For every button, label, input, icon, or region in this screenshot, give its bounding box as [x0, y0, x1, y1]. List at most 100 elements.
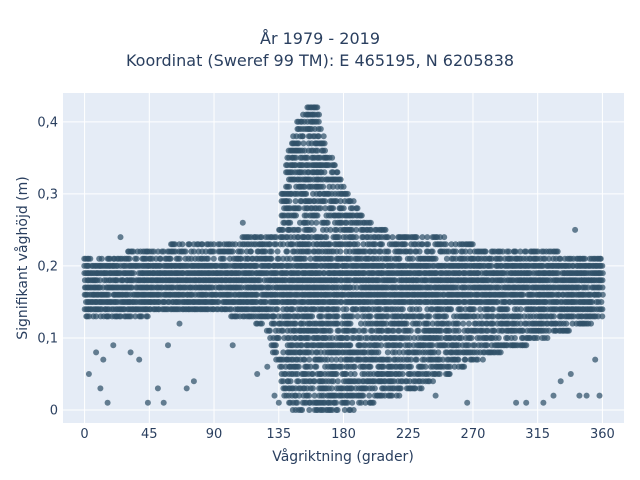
- data-point: [165, 342, 171, 349]
- data-point: [517, 306, 524, 313]
- data-point: [455, 320, 462, 327]
- data-point: [370, 399, 377, 406]
- data-point: [354, 205, 361, 212]
- data-point: [271, 392, 278, 399]
- data-point: [396, 327, 403, 334]
- data-point: [432, 392, 439, 399]
- data-point: [599, 291, 606, 298]
- data-point: [354, 241, 361, 248]
- data-point: [93, 313, 100, 320]
- data-point: [299, 407, 306, 413]
- data-point: [296, 205, 303, 212]
- data-point: [280, 241, 287, 248]
- data-point: [270, 313, 276, 320]
- data-point: [377, 306, 384, 313]
- data-point: [499, 248, 506, 255]
- data-point: [588, 320, 594, 327]
- data-point: [437, 234, 444, 241]
- data-point: [154, 385, 161, 392]
- data-point: [311, 378, 318, 385]
- data-point: [392, 349, 399, 356]
- data-point: [348, 385, 355, 392]
- data-point: [565, 327, 572, 334]
- data-point: [343, 371, 350, 377]
- data-point: [199, 241, 206, 248]
- data-point: [477, 306, 484, 313]
- data-point: [358, 212, 365, 219]
- y-axis-title: Signifikant våghöjd (m): [14, 176, 31, 339]
- data-point: [324, 219, 331, 226]
- data-points: [81, 104, 606, 413]
- data-point: [443, 313, 449, 320]
- data-point: [362, 248, 369, 255]
- data-point: [429, 320, 436, 327]
- data-point: [297, 349, 304, 356]
- data-point: [599, 262, 606, 269]
- data-point: [546, 255, 552, 262]
- data-point: [320, 183, 327, 190]
- data-point: [557, 255, 564, 262]
- data-point: [295, 363, 302, 370]
- data-point: [396, 349, 403, 356]
- data-point: [455, 327, 462, 334]
- data-point: [128, 284, 135, 291]
- x-tick-label: 270: [461, 427, 486, 442]
- data-point: [229, 342, 236, 349]
- data-point: [390, 327, 397, 334]
- data-point: [358, 335, 365, 341]
- y-tick-label: 0,2: [37, 259, 58, 274]
- data-point: [295, 378, 302, 385]
- data-point: [497, 255, 504, 262]
- data-point: [314, 104, 321, 111]
- data-point: [341, 407, 348, 413]
- data-point: [479, 356, 486, 363]
- data-point: [494, 299, 501, 305]
- data-point: [329, 335, 336, 341]
- data-point: [340, 183, 347, 190]
- data-point: [309, 371, 316, 377]
- data-point: [426, 313, 433, 320]
- data-point: [504, 306, 511, 313]
- data-point: [513, 399, 520, 406]
- data-point: [419, 313, 426, 320]
- data-point: [599, 284, 606, 291]
- data-point: [273, 349, 280, 356]
- data-point: [412, 385, 419, 392]
- y-tick-label: 0,3: [37, 187, 58, 202]
- data-point: [306, 241, 313, 248]
- data-point: [517, 320, 524, 327]
- data-point: [329, 154, 336, 161]
- data-point: [336, 234, 343, 241]
- data-point: [438, 327, 445, 334]
- data-point: [474, 356, 481, 363]
- data-point: [448, 241, 455, 248]
- data-point: [339, 363, 346, 370]
- data-point: [448, 306, 455, 313]
- data-point: [301, 356, 308, 363]
- data-point: [351, 371, 358, 377]
- data-point: [366, 392, 373, 399]
- data-point: [257, 277, 264, 284]
- data-point: [413, 234, 420, 241]
- data-point: [176, 320, 183, 327]
- data-point: [322, 205, 329, 212]
- data-point: [353, 284, 360, 291]
- data-point: [306, 356, 313, 363]
- data-point: [438, 335, 445, 341]
- data-point: [351, 363, 358, 370]
- data-point: [229, 248, 236, 255]
- data-point: [436, 371, 443, 377]
- data-point: [554, 248, 561, 255]
- data-point: [286, 198, 293, 205]
- data-point: [465, 320, 472, 327]
- data-point: [375, 349, 382, 356]
- data-point: [144, 399, 151, 406]
- data-point: [458, 335, 465, 341]
- data-point: [512, 248, 519, 255]
- data-point: [335, 306, 341, 313]
- data-point: [389, 392, 395, 399]
- data-point: [511, 335, 518, 341]
- data-point: [352, 327, 358, 334]
- data-point: [478, 313, 485, 320]
- data-point: [275, 335, 282, 341]
